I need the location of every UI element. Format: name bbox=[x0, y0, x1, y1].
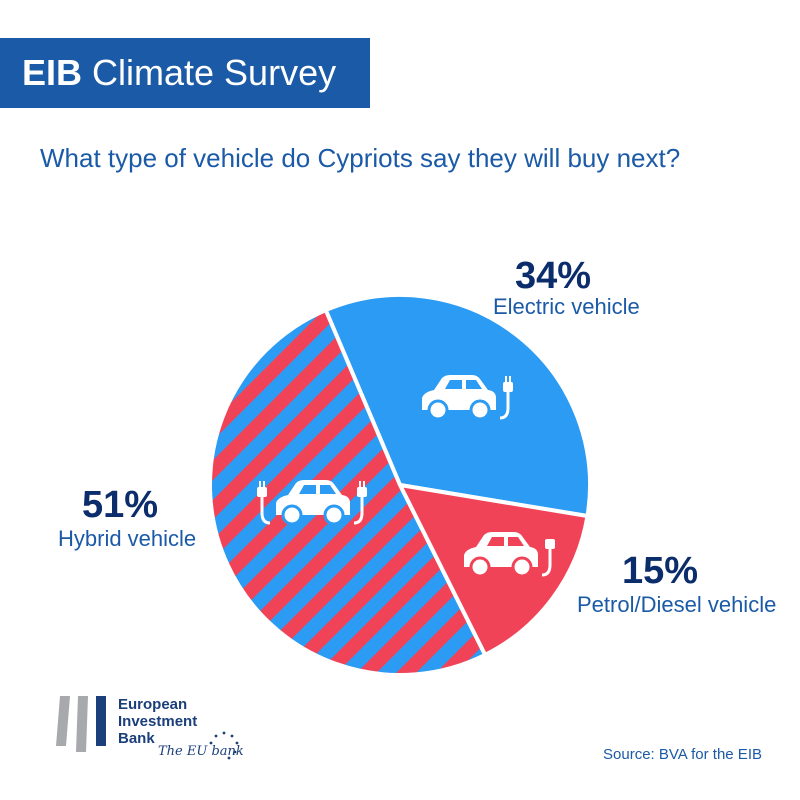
chart-question: What type of vehicle do Cypriots say the… bbox=[40, 143, 681, 173]
petrol-percent-label: 15% bbox=[622, 550, 699, 592]
logo-line-3: Bank bbox=[118, 730, 155, 747]
pie-slice-hybrid-vehicle bbox=[208, 307, 488, 677]
eu-stars-icon bbox=[209, 731, 239, 760]
electric-car-icon bbox=[422, 375, 513, 421]
survey-title-banner: EIB Climate Survey bbox=[0, 38, 370, 108]
eib-logo-bars-icon bbox=[56, 696, 106, 752]
petrol-car-icon bbox=[464, 532, 555, 578]
hybrid-car-icon bbox=[257, 480, 367, 526]
hybrid-category-label: Hybrid vehicle bbox=[58, 526, 197, 551]
source-note: Source: BVA for the EIB bbox=[603, 746, 762, 763]
pie-slice-petrol-diesel-vehicle bbox=[396, 482, 590, 658]
logo-line-2: Investment bbox=[118, 713, 198, 730]
hybrid-percent-label: 51% bbox=[82, 484, 159, 526]
electric-category-label: Electric vehicle bbox=[493, 294, 640, 319]
logo-line-1: European bbox=[118, 696, 188, 713]
banner-brand: EIB bbox=[22, 52, 83, 93]
electric-percent-label: 34% bbox=[515, 255, 592, 297]
eib-logo: European Investment Bank The EU bank bbox=[54, 696, 274, 766]
logo-name: European Investment Bank bbox=[118, 696, 197, 747]
petrol-category-label: Petrol/Diesel vehicle bbox=[577, 592, 777, 617]
logo-tagline: The EU bank bbox=[158, 744, 244, 759]
banner-title: Climate Survey bbox=[92, 52, 337, 93]
